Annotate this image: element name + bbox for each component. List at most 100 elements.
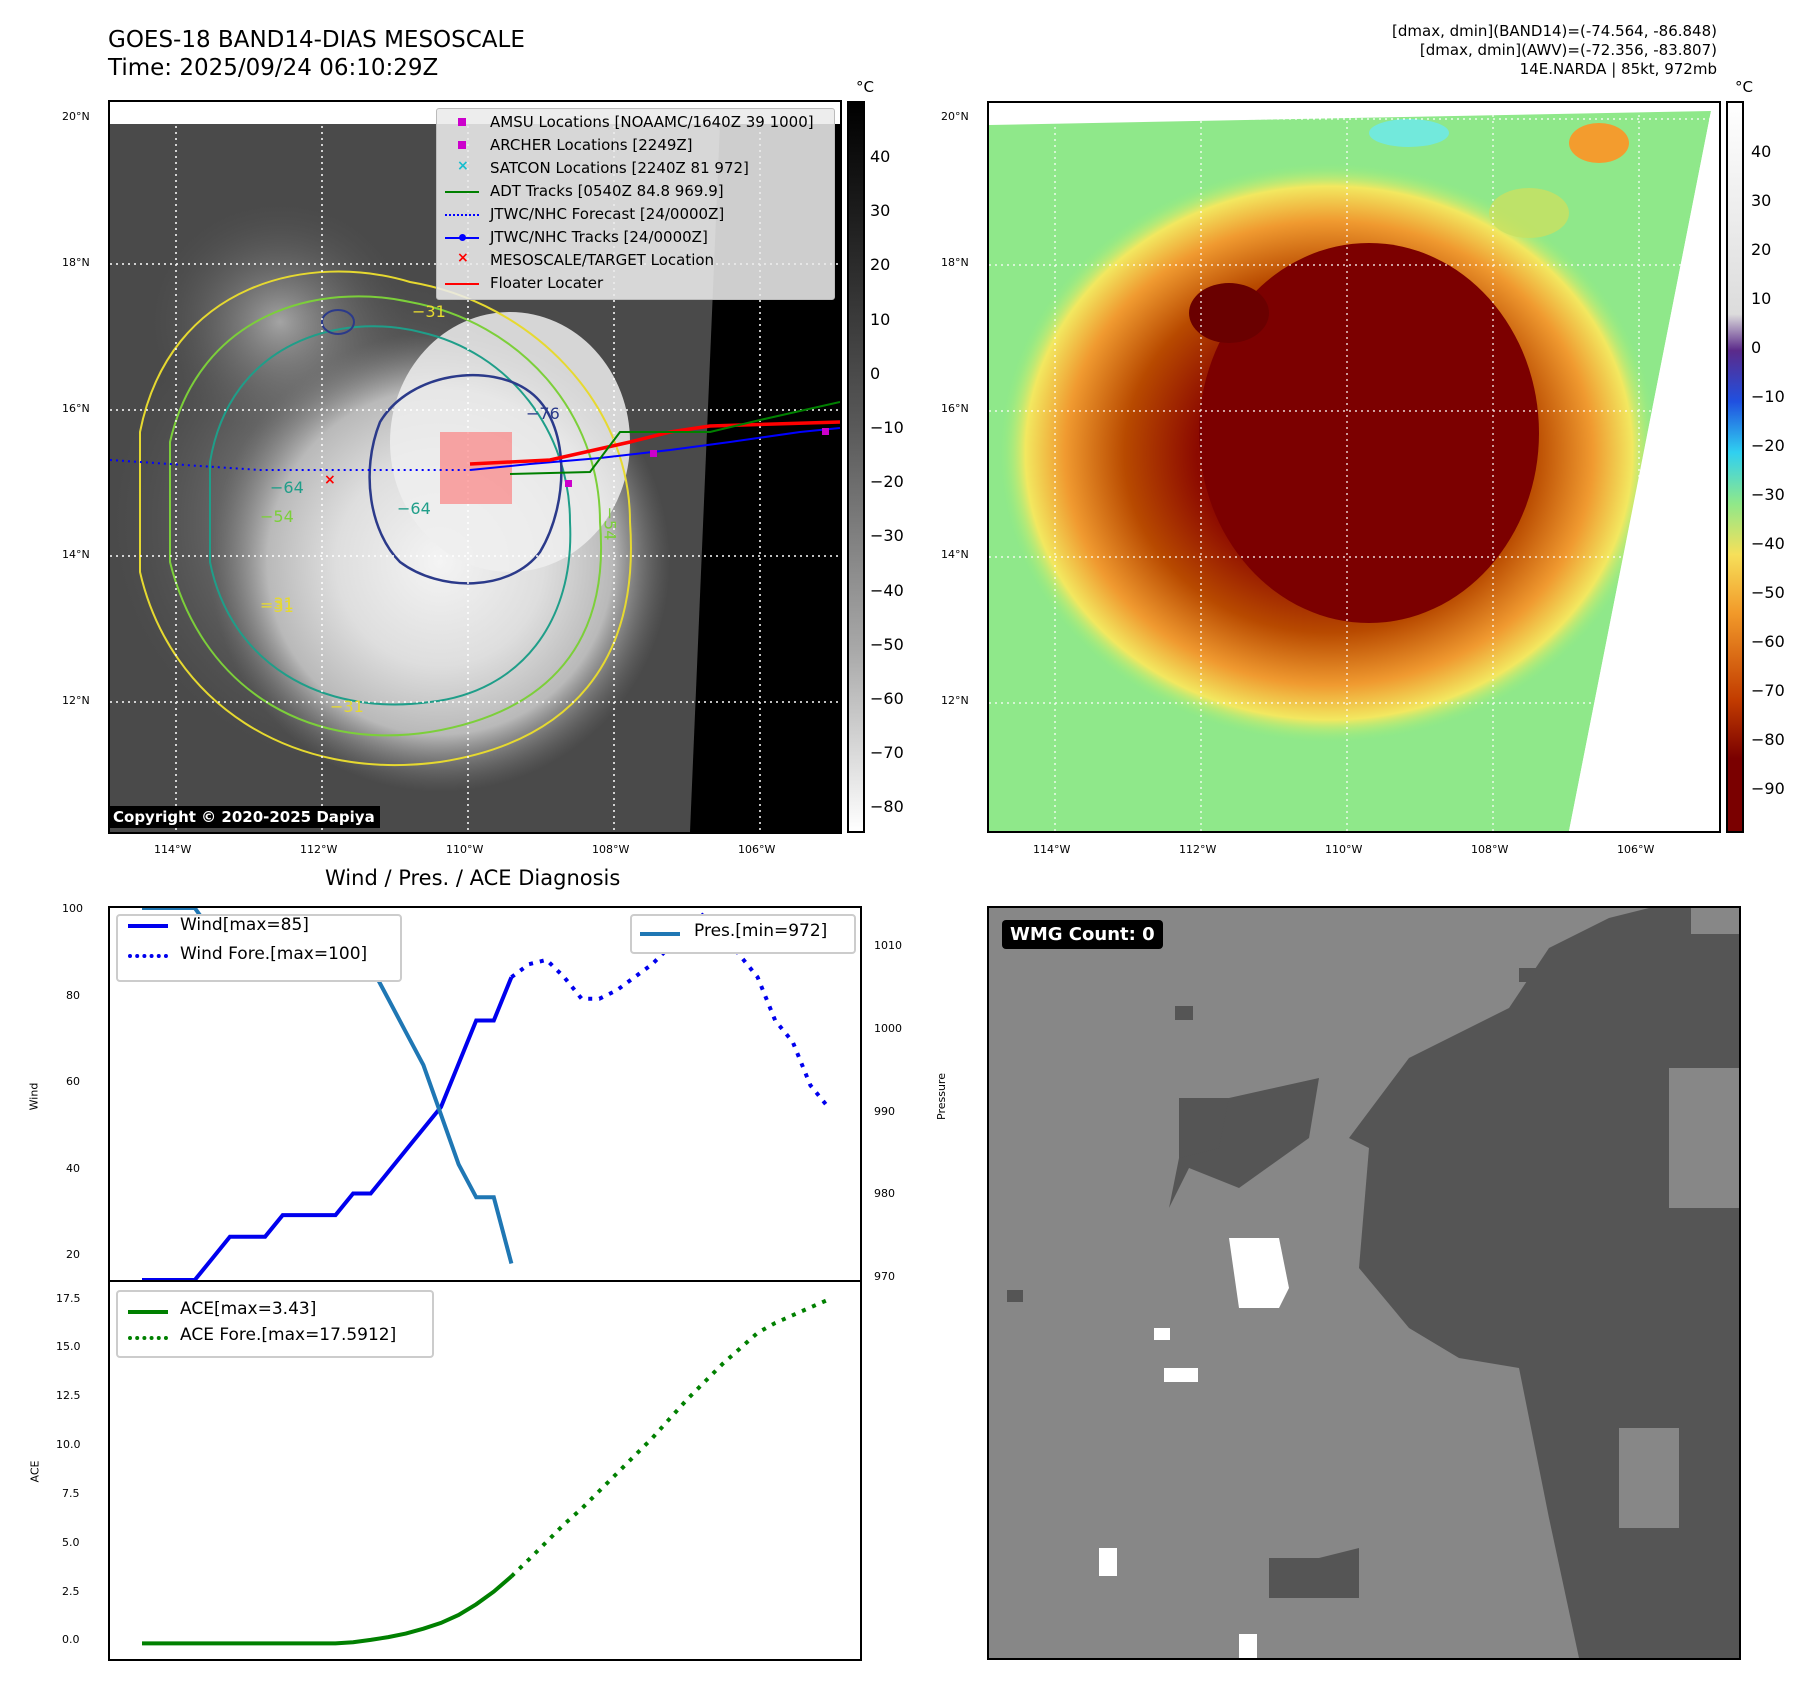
right-lat-tick: 18°N (941, 256, 969, 269)
series-line-1 (510, 1297, 829, 1578)
wmg-panel (987, 906, 1741, 1660)
y-tick-label: 0.0 (62, 1633, 80, 1647)
title-line-2: Time: 2025/09/24 06:10:29Z (108, 55, 439, 81)
gray-colorbar-tick: 30 (870, 201, 891, 221)
right-lat-tick: 16°N (941, 402, 969, 415)
info-line-3: 14E.NARDA | 85kt, 972mb (1519, 60, 1717, 78)
y-right-tick-label: 970 (874, 1270, 895, 1283)
right-lon-tick: 108°W (1471, 843, 1509, 856)
color-colorbar-tick: −20 (1751, 436, 1785, 455)
gray-colorbar (847, 101, 865, 833)
map-legend-symbol (445, 206, 479, 222)
y-tick-label: 5.0 (62, 1535, 80, 1549)
y-tick-label: 20 (66, 1248, 80, 1262)
left-lon-tick: 108°W (592, 843, 630, 856)
mesoscale-target-marker: × (324, 472, 336, 488)
map-legend-item: AMSU Locations [NOAAMC/1640Z 39 1000] (445, 113, 830, 131)
y-tick-label: 80 (66, 988, 80, 1002)
gray-colorbar-unit: °C (856, 78, 874, 96)
map-legend-item: Floater Locater (445, 274, 830, 292)
gray-colorbar-tick: −50 (870, 634, 904, 654)
gray-colorbar-tick: −60 (870, 689, 904, 708)
map-legend-symbol: × (445, 250, 479, 268)
gray-colorbar-tick: −10 (870, 418, 904, 437)
color-map-panel (987, 101, 1721, 833)
right-lat-tick: 12°N (941, 694, 969, 707)
map-legend-label: AMSU Locations [NOAAMC/1640Z 39 1000] (490, 113, 814, 131)
y-tick-label: 15.0 (56, 1340, 81, 1354)
copyright-label: Copyright © 2020-2025 Dapiya (108, 806, 380, 828)
info-line-2: [dmax, dmin](AWV)=(-72.356, -83.807) (1419, 41, 1717, 59)
left-lon-tick: 110°W (446, 843, 484, 856)
wmg-count-badge: WMG Count: 0 (1002, 920, 1163, 949)
contour-label-7: −54 (260, 507, 294, 526)
ace-forecast-legend-label: ACE Fore.[max=17.5912] (180, 1325, 397, 1345)
gray-colorbar-tick: −70 (870, 743, 904, 763)
y-right-tick-label: 990 (874, 1104, 895, 1118)
map-legend-symbol: × (445, 158, 479, 176)
color-colorbar-tick: −90 (1751, 779, 1785, 798)
contour-label-8: −31 (260, 597, 294, 616)
map-legend-label: MESOSCALE/TARGET Location (490, 251, 715, 269)
color-colorbar-tick: −50 (1751, 583, 1785, 602)
map-legend-symbol (445, 114, 479, 130)
gray-colorbar-tick: 20 (870, 255, 891, 275)
legend-square-icon (458, 118, 466, 126)
y-tick-label: 7.5 (62, 1486, 80, 1500)
color-colorbar-tick: 20 (1751, 240, 1772, 259)
map-legend-item: JTWC/NHC Tracks [24/0000Z] (445, 228, 830, 246)
info-block: [dmax, dmin](BAND14)=(-74.564, -86.848) … (1392, 22, 1717, 79)
wind-forecast-legend-label: Wind Fore.[max=100] (180, 944, 368, 964)
y-tick-label: 17.5 (56, 1291, 81, 1305)
right-lat-tick: 14°N (941, 548, 969, 561)
map-legend-symbol (445, 229, 479, 245)
map-legend-item: ARCHER Locations [2249Z] (445, 136, 830, 154)
title-line-1: GOES-18 BAND14-DIAS MESOSCALE (108, 27, 525, 53)
contour-label-4: −31 (412, 302, 446, 321)
map-legend-symbol (445, 275, 479, 291)
color-colorbar-tick: 30 (1751, 191, 1772, 210)
ace-legend: ACE[max=3.43] ACE Fore.[max=17.5912] (116, 1290, 434, 1358)
contour-label-3: −54 (600, 506, 620, 541)
left-lon-tick: 112°W (300, 843, 338, 856)
left-lat-tick: 12°N (62, 694, 90, 707)
wind-legend-label: Wind[max=85] (180, 915, 309, 935)
series-line-0 (142, 976, 514, 1280)
y-tick-label: 12.5 (56, 1389, 81, 1403)
contour-label-2: −64 (397, 499, 431, 518)
left-lon-tick: 106°W (738, 843, 776, 856)
legend-x-icon: × (457, 250, 469, 266)
color-colorbar-tick: −10 (1751, 387, 1785, 406)
map-legend-item: ADT Tracks [0540Z 84.8 969.9] (445, 182, 830, 200)
wind-legend: Wind[max=85] Wind Fore.[max=100] (116, 914, 402, 982)
contour-label-6: −64 (270, 478, 304, 497)
color-colorbar-tick: −80 (1751, 730, 1785, 749)
color-colorbar-tick: −40 (1751, 534, 1785, 553)
y-right-tick-label: 1010 (874, 939, 902, 953)
right-lat-tick: 20°N (941, 110, 969, 123)
gray-colorbar-tick: −80 (870, 797, 904, 817)
map-legend-item: × SATCON Locations [2240Z 81 972] (445, 158, 830, 177)
right-lon-tick: 114°W (1033, 843, 1071, 856)
y-tick-label: 10.0 (56, 1438, 81, 1452)
color-map-image (989, 103, 1719, 831)
map-legend-symbol (445, 137, 479, 153)
gray-colorbar-tick: 40 (870, 147, 891, 166)
color-colorbar-tick: −30 (1751, 485, 1785, 504)
map-legend-symbol (445, 183, 479, 199)
color-colorbar (1726, 101, 1744, 833)
info-line-1: [dmax, dmin](BAND14)=(-74.564, -86.848) (1392, 22, 1717, 40)
gray-colorbar-tick: −20 (870, 472, 904, 492)
color-colorbar-tick: −60 (1751, 632, 1785, 651)
ace-plot (142, 1297, 829, 1646)
map-legend-label: ADT Tracks [0540Z 84.8 969.9] (490, 182, 724, 200)
ace-panel (108, 1280, 862, 1661)
contour-label-9: −31 (330, 697, 364, 716)
wmg-image (1007, 908, 1739, 1658)
y-right-tick-label: 1000 (874, 1022, 902, 1035)
pressure-axis-label: Pressure (934, 1073, 948, 1120)
map-legend-label: JTWC/NHC Tracks [24/0000Z] (490, 228, 708, 246)
color-colorbar-tick: 0 (1751, 338, 1762, 357)
left-lat-tick: 18°N (62, 256, 90, 269)
figure-title: GOES-18 BAND14-DIAS MESOSCALE Time: 2025… (108, 26, 525, 82)
